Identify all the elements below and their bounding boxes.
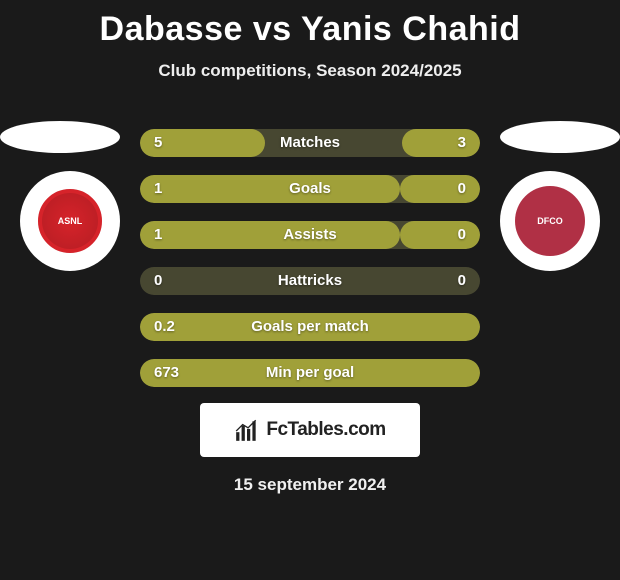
comparison-stage: ASNL DFCO 53Matches10Goals10Assists00Hat… [0,111,620,391]
stat-row: 10Assists [140,221,480,249]
stat-rows: 53Matches10Goals10Assists00Hattricks0.2G… [140,129,480,405]
stat-value-left: 673 [154,359,179,387]
branding-label: FcTables.com [266,419,385,441]
bar-chart-icon [234,417,260,443]
stat-row: 53Matches [140,129,480,157]
stat-value-left: 1 [154,175,162,203]
branding-badge[interactable]: FcTables.com [200,403,420,457]
club-right-badge: DFCO [500,171,600,271]
page-title: Dabasse vs Yanis Chahid [0,0,620,49]
stat-value-right: 0 [458,267,466,295]
stat-bar-left [140,175,400,203]
club-right-logo: DFCO [515,186,585,256]
club-left-logo: ASNL [35,186,105,256]
stat-row: 0.2Goals per match [140,313,480,341]
stat-bar-right [402,129,480,157]
snapshot-date: 15 september 2024 [0,475,620,495]
stat-row: 0 0Hattricks [140,267,480,295]
stat-bar-right [400,221,480,249]
stat-bar-right [400,175,480,203]
stat-label: Hattricks [140,267,480,295]
stat-value-left: 0 [154,267,162,295]
stat-value-left: 1 [154,221,162,249]
stat-row: 10Goals [140,175,480,203]
stat-bar-left [140,313,480,341]
stat-value-right: 3 [458,129,466,157]
stat-bar-left [140,359,480,387]
stat-value-left: 5 [154,129,162,157]
stat-value-right: 0 [458,221,466,249]
player-right-ellipse [500,121,620,153]
stat-row: 673Min per goal [140,359,480,387]
club-right-abbrev: DFCO [537,217,563,226]
stat-bar-left [140,221,400,249]
stat-value-left: 0.2 [154,313,175,341]
subtitle: Club competitions, Season 2024/2025 [0,61,620,81]
player-left-ellipse [0,121,120,153]
stat-value-right: 0 [458,175,466,203]
club-left-abbrev: ASNL [58,217,83,226]
club-left-badge: ASNL [20,171,120,271]
